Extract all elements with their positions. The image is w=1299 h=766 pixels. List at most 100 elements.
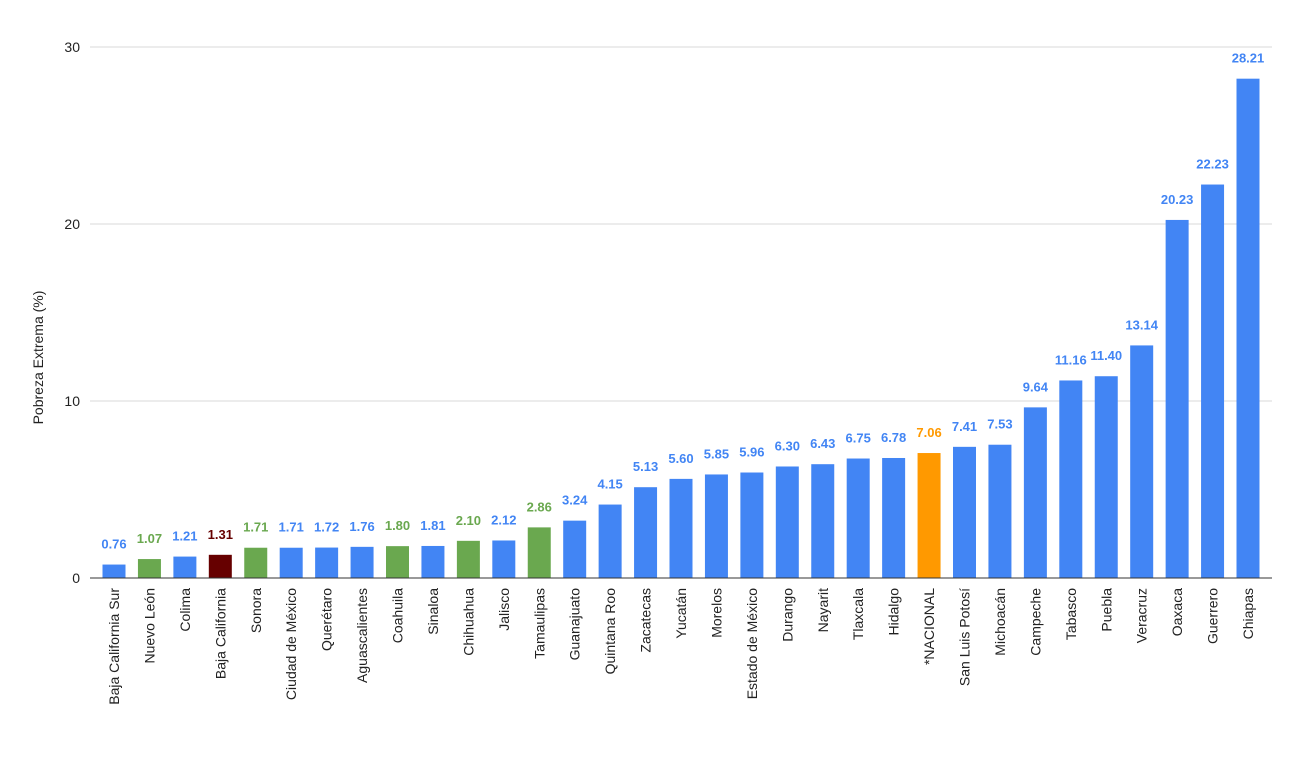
data-label: 1.71 [279, 520, 304, 535]
bar [704, 474, 728, 578]
bar [563, 520, 587, 578]
category-label: Tlaxcala [850, 588, 866, 640]
bar [279, 547, 303, 578]
bar [846, 458, 870, 578]
bar [917, 453, 941, 578]
category-label: Sinaloa [425, 588, 441, 635]
category-label: *NACIONAL [921, 588, 937, 665]
bar [1023, 407, 1047, 578]
data-label: 7.53 [987, 417, 1012, 432]
data-labels: 0.76 1.07 1.21 1.31 1.71 1.71 1.72 1.76 1.80 1.81… [101, 51, 1264, 552]
bar [1059, 380, 1083, 578]
y-tick-label: 20 [64, 216, 80, 232]
data-label: 22.23 [1196, 157, 1229, 172]
data-label: 13.14 [1125, 317, 1158, 332]
bar [634, 487, 658, 578]
bar [350, 546, 374, 578]
data-label: 5.60 [668, 451, 693, 466]
data-label: 1.72 [314, 520, 339, 535]
category-label: Michoacán [992, 588, 1008, 656]
bar [1094, 376, 1118, 578]
data-label: 1.76 [349, 519, 374, 534]
category-label: Morelos [708, 588, 724, 638]
y-axis-title: Pobreza Extrema (%) [30, 291, 46, 425]
bar [386, 546, 409, 578]
data-label: 6.43 [810, 436, 835, 451]
category-label: Chihuahua [460, 588, 476, 656]
bar [775, 466, 799, 578]
bar [740, 472, 764, 578]
category-label: Coahuila [390, 588, 406, 643]
bar [421, 545, 445, 578]
data-label: 11.16 [1055, 352, 1087, 367]
bar [173, 556, 197, 578]
data-label: 1.80 [385, 518, 410, 533]
bar [137, 559, 161, 578]
category-label: Veracruz [1134, 588, 1150, 643]
x-axis-category-labels: Baja California Sur Nuevo León Colima Baja … [106, 588, 1256, 705]
data-label: 5.96 [739, 445, 764, 460]
category-label: Aguascalientes [354, 588, 370, 683]
data-label: 1.21 [172, 529, 197, 544]
bar [1130, 345, 1154, 578]
category-label: Tabasco [1063, 588, 1079, 640]
data-label: 3.24 [562, 493, 588, 508]
data-label: 11.40 [1090, 348, 1122, 363]
data-label: 1.31 [208, 527, 233, 542]
data-label: 9.64 [1023, 379, 1049, 394]
category-label: Sonora [248, 588, 264, 633]
category-label: Nayarit [815, 588, 831, 632]
data-label: 2.86 [527, 499, 552, 514]
bar [811, 464, 835, 578]
data-label: 5.85 [704, 446, 729, 461]
data-label: 7.06 [916, 425, 941, 440]
category-label: Hidalgo [886, 588, 902, 636]
category-label: Jalisco [496, 588, 512, 631]
data-label: 6.78 [881, 430, 906, 445]
category-label: Yucatán [673, 588, 689, 639]
category-label: Puebla [1098, 588, 1114, 632]
bar [988, 444, 1012, 578]
category-label: Tamaulipas [531, 588, 547, 659]
data-label: 7.41 [952, 419, 977, 434]
category-label: Campeche [1027, 588, 1043, 656]
bar [1236, 78, 1260, 579]
category-label: Baja California [212, 588, 228, 679]
y-tick-label: 10 [64, 393, 80, 409]
category-label: Querétaro [319, 588, 335, 651]
data-label: 28.21 [1232, 51, 1265, 66]
category-label: Baja California Sur [106, 588, 122, 705]
category-label: Nuevo León [141, 588, 157, 664]
bar [315, 547, 339, 578]
y-axis-ticks: 0 10 20 30 [64, 39, 80, 586]
bar [1165, 219, 1189, 578]
bar [527, 527, 551, 578]
bar [1201, 184, 1225, 578]
bar [953, 446, 976, 578]
bar [598, 504, 622, 578]
category-label: Colima [177, 588, 193, 632]
data-label: 1.07 [137, 531, 162, 546]
category-label: Zacatecas [638, 588, 654, 653]
data-label: 6.30 [775, 438, 800, 453]
category-label: Quintana Roo [602, 588, 618, 675]
category-label: Chiapas [1240, 588, 1256, 639]
category-label: Oaxaca [1169, 588, 1185, 636]
data-label: 0.76 [101, 537, 126, 552]
y-tick-label: 0 [72, 570, 80, 586]
category-label: Guanajuato [567, 588, 583, 661]
category-label: Guerrero [1205, 588, 1221, 644]
category-label: Ciudad de México [283, 588, 299, 700]
bar [208, 554, 232, 578]
bar [669, 478, 693, 578]
bar [244, 547, 268, 578]
data-label: 4.15 [597, 477, 622, 492]
bars [102, 78, 1260, 579]
category-label: Durango [779, 588, 795, 642]
y-tick-label: 30 [64, 39, 80, 55]
data-label: 1.81 [420, 518, 445, 533]
bar [456, 540, 480, 578]
data-label: 20.23 [1161, 192, 1194, 207]
